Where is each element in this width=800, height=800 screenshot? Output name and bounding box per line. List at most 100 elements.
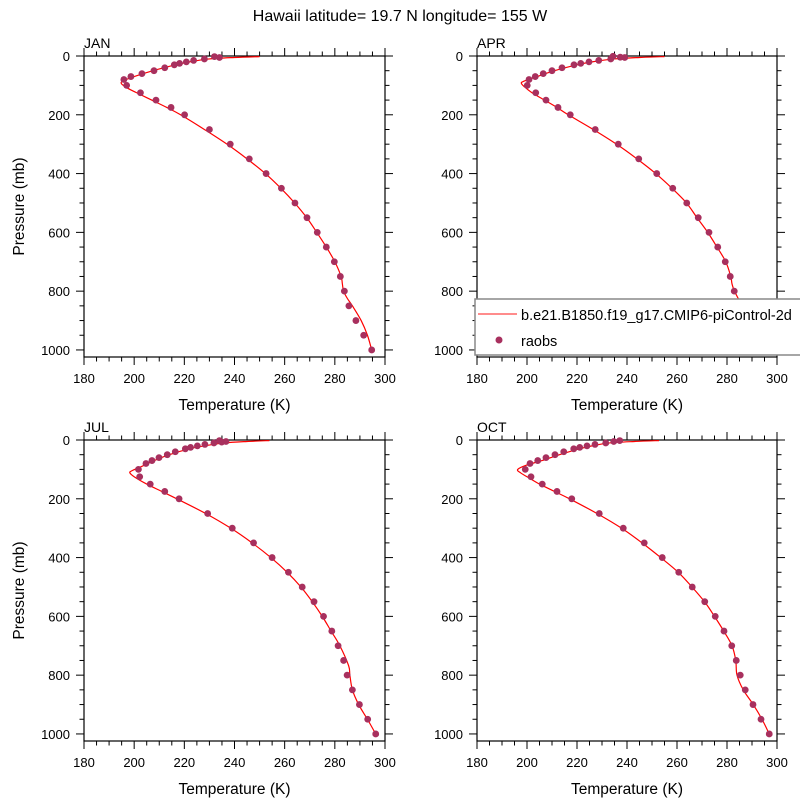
obs-point [161, 488, 169, 495]
obs-point [176, 59, 183, 67]
legend: b.e21.B1850.f19_g17.CMIP6-piControl-2d r… [474, 298, 800, 356]
obs-point [187, 443, 195, 451]
obs-point [610, 438, 618, 445]
obs-point [167, 104, 175, 111]
obs-point [250, 539, 257, 547]
panel-title: APR [477, 35, 506, 51]
x-tick-label: 300 [374, 755, 396, 770]
obs-point [146, 480, 154, 488]
obs-point [749, 701, 757, 708]
obs-point [298, 583, 306, 591]
obs-point [345, 302, 353, 310]
obs-point [155, 454, 163, 462]
y-tick-label: 800 [441, 284, 463, 299]
obs-point [245, 155, 253, 163]
obs-point [554, 104, 562, 111]
y-tick-label: 600 [48, 609, 70, 624]
obs-point [218, 438, 226, 446]
obs-point [320, 612, 327, 620]
obs-point [340, 287, 348, 295]
obs-point [683, 199, 691, 207]
obs-point [356, 701, 363, 708]
x-tick-label: 240 [616, 755, 638, 770]
x-tick-label: 180 [73, 371, 95, 386]
x-tick-label: 200 [516, 371, 538, 386]
model-line [516, 439, 770, 735]
obs-point [523, 81, 531, 89]
y-tick-label: 1000 [434, 727, 463, 742]
obs-point [542, 96, 550, 104]
x-tick-label: 300 [766, 371, 788, 386]
obs-point [210, 439, 218, 447]
obs-point [343, 671, 351, 679]
obs-point [765, 730, 773, 738]
obs-point [303, 214, 311, 222]
x-tick-label: 260 [274, 371, 296, 386]
panel-title: JAN [84, 35, 110, 51]
plot-frame [83, 439, 386, 742]
obs-point [161, 64, 169, 72]
y-tick-label: 0 [63, 49, 70, 64]
obs-point [285, 568, 292, 576]
obs-point [694, 214, 702, 222]
obs-point [621, 54, 629, 61]
y-tick-label: 600 [441, 225, 463, 240]
obs-point [278, 184, 285, 192]
obs-point [757, 715, 765, 723]
y-tick-label: 1000 [434, 343, 463, 358]
obs-point [669, 184, 677, 192]
obs-point [711, 612, 719, 620]
obs-point [591, 126, 599, 133]
obs-point [539, 70, 547, 78]
obs-point [175, 495, 183, 503]
obs-point [595, 510, 603, 517]
y-tick-label: 200 [48, 492, 70, 507]
obs-point [181, 111, 188, 119]
obs-point [216, 54, 223, 61]
obs-point [201, 441, 209, 448]
obs-point [732, 657, 740, 664]
panel-jan: JAN 180 200 220 240 260 280 300 0 200 400 600 800 100… [11, 35, 396, 414]
obs-point [123, 81, 131, 89]
x-tick-label: 280 [324, 755, 346, 770]
obs-point [262, 170, 270, 177]
obs-point [548, 67, 556, 75]
x-tick-label: 220 [173, 755, 195, 770]
obs-point [730, 287, 738, 295]
obs-point [226, 140, 234, 148]
legend-label-raobs: raobs [521, 334, 557, 350]
obs-point [182, 58, 190, 66]
obs-point [532, 89, 540, 97]
x-tick-label: 240 [616, 371, 638, 386]
obs-point [525, 76, 533, 83]
obs-point [736, 671, 744, 679]
x-tick-label: 260 [666, 371, 688, 386]
obs-point [553, 488, 561, 495]
x-tick-label: 300 [374, 371, 396, 386]
y-tick-label: 1000 [41, 727, 70, 742]
obs-point [720, 627, 728, 635]
obs-point [268, 554, 276, 561]
obs-point [190, 57, 198, 64]
y-tick-label: 0 [456, 49, 463, 64]
obs-point [364, 715, 372, 723]
obs-point [372, 730, 380, 738]
x-tick-label: 300 [766, 755, 788, 770]
obs-point [583, 442, 591, 450]
y-tick-label: 800 [441, 668, 463, 683]
obs-point [558, 64, 566, 72]
x-tick-label: 280 [324, 371, 346, 386]
obs-point [616, 437, 624, 444]
obs-point [526, 460, 534, 467]
obs-point [726, 273, 734, 280]
obs-point [570, 445, 578, 453]
x-tick-label: 280 [716, 371, 738, 386]
obs-point [138, 70, 146, 78]
legend-box [474, 298, 800, 356]
obs-point [531, 73, 539, 80]
obs-point [211, 53, 218, 60]
obs-point [206, 126, 213, 133]
figure-title: Hawaii latitude= 19.7 N longitude= 155 W [253, 8, 548, 25]
obs-point [551, 451, 559, 459]
